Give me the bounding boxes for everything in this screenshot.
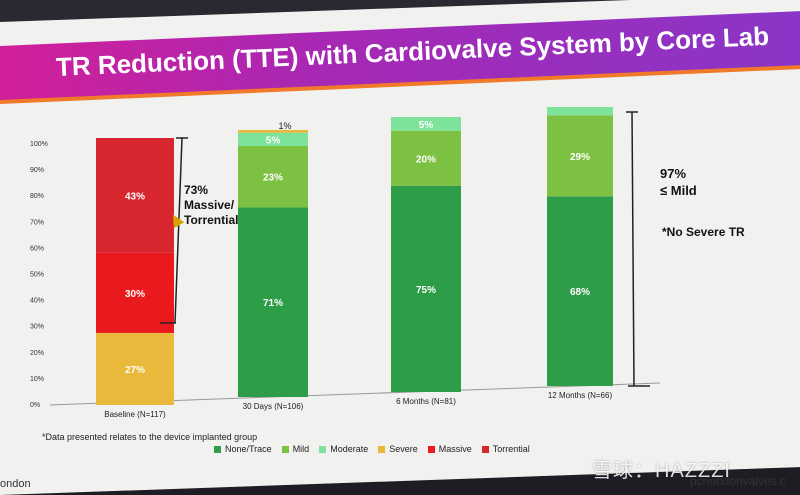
legend-label: None/Trace [225,444,272,454]
bar-segment-moderate [238,132,308,147]
bar-segment-torrential [96,138,174,253]
bar-segment-moderate [391,117,461,131]
y-tick-label: 10% [30,376,44,383]
y-tick-label: 100% [30,141,48,148]
legend-label: Moderate [330,444,369,454]
legend-swatch-massive [427,445,435,453]
legend-label: Severe [389,444,418,454]
data-label: 27% [125,365,145,376]
data-label: 5% [419,120,434,131]
category-label: Baseline (N=117) [104,410,166,419]
data-label: 68% [570,287,590,298]
y-tick-label: 30% [30,324,44,331]
bar-segment-none-trace [238,207,308,397]
legend-label: Mild [292,444,310,454]
bracket-annotation-line: Torrential [184,213,238,227]
y-tick-label: 0% [30,402,40,409]
site-url: pcrlondonvalves.c [690,474,787,488]
y-tick-label: 90% [30,167,44,174]
legend-item: Moderate [319,444,368,454]
category-label: 6 Months (N=81) [396,397,456,406]
bracket-annotation-line: Massive/ [184,198,235,212]
right-bracket-line [631,111,635,387]
legend-item: Massive [427,444,472,454]
data-label-severe-30-days: 1% [278,121,291,131]
y-tick-label: 60% [30,245,44,252]
bar-segment-moderate [547,107,613,116]
footnote: *Data presented relates to the device im… [42,432,258,442]
legend-item: None/Trace [214,444,272,454]
bar-segment-none-trace [547,196,613,386]
data-label: 5% [266,135,281,146]
legend-label: Torrential [492,444,530,454]
legend-swatch-severe [378,445,386,453]
legend-item: Severe [378,444,418,454]
bar-segment-mild [547,115,613,197]
data-label: 20% [416,154,436,165]
bar-segment-massive [96,252,174,333]
category-label: 12 Months (N=66) [548,391,613,400]
y-tick-label: 70% [30,219,44,226]
y-tick-label: 20% [30,350,44,357]
data-label: 71% [263,298,283,309]
category-label: 30 Days (N=106) [243,402,304,411]
legend-item: Torrential [481,444,530,454]
legend-swatch-moderate [319,445,327,453]
data-label: 30% [125,289,145,300]
legend-label: Massive [438,444,472,454]
bar-segment-mild [238,146,308,208]
bar-segment-severe [96,332,174,405]
no-severe-note: *No Severe TR [662,225,745,239]
right-bracket-annotation-line: ≤ Mild [660,183,697,198]
y-tick-label: 80% [30,193,44,200]
bar-segment-severe [238,130,308,133]
y-tick-label: 40% [30,298,44,305]
bracket-annotation-line: 73% [184,183,208,197]
bar-segment-mild [391,130,461,186]
legend-swatch-none-trace [214,445,221,453]
chart-legend: None/Trace Mild Moderate Severe Massive … [214,444,530,454]
watermark: 雪球：HAZZZI [592,460,731,482]
data-label: 23% [263,173,283,184]
bracket-line [174,137,183,324]
site-name-left: ondon [0,478,31,490]
legend-swatch-mild [281,445,289,453]
legend-swatch-torrential [481,445,489,453]
y-tick-label: 50% [30,272,44,279]
data-label: 43% [125,191,145,202]
bar-segment-none-trace [391,185,461,392]
data-label: 29% [570,152,590,163]
right-bracket-annotation-line: 97% [660,166,686,181]
data-label: 75% [416,285,436,296]
legend-item: Mild [281,444,310,454]
